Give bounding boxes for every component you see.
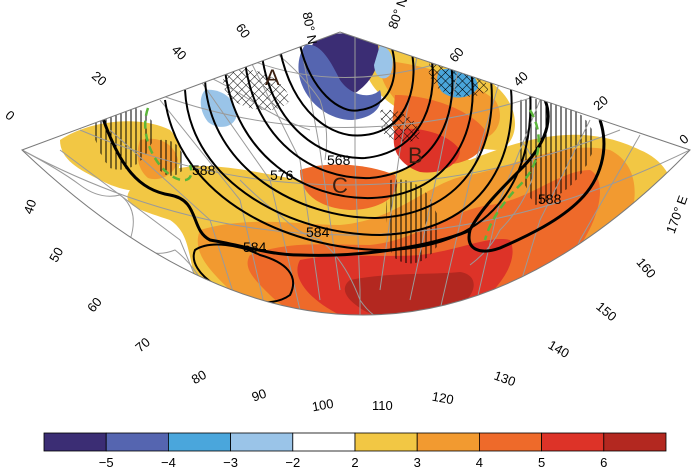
shade-blue-mid [298,44,382,120]
shade-blue-light [374,45,393,79]
contour-label-568: 568 [327,152,351,168]
lon-label-160: 160 [633,255,658,281]
colorbar-swatch [354,432,418,452]
map-frame [21,31,691,316]
significance-hatching [93,61,595,264]
colorbar-tick-label: −3 [223,455,238,470]
lon-label-90: 90 [250,386,269,405]
contour-label-588-west: 588 [192,162,216,178]
colorbar-swatch [603,432,667,452]
lon-label-50: 50 [46,245,66,265]
contour-label-588-east: 588 [538,191,562,207]
colorbar-swatch [416,432,480,452]
contour-label-576: 576 [270,167,294,183]
shade-blue-west [200,89,237,127]
north-label-left: 80° N [300,11,320,46]
lat-label-left-40: 40 [169,42,190,63]
colorbar-swatch [167,432,231,452]
lon-label-150: 150 [593,299,619,324]
colorbar-swatch [230,432,294,452]
contour-label-584-west: 584 [243,239,267,255]
lon-label-70: 70 [132,334,153,355]
contour-labels: 588 576 568 584 584 588 [192,152,562,255]
north-label-right: 80° N [385,0,410,31]
contour-label-584-middle: 584 [306,224,330,240]
region-labels: A B C [265,65,423,198]
colorbar-tick-label: 3 [414,455,421,470]
lat-label-left-0: 0 [2,107,17,123]
lat-label-right-20: 20 [590,92,611,113]
lon-label-110: 110 [372,398,393,413]
lat-label-right-0: 0 [676,131,691,147]
lat-label-right-40: 40 [510,68,531,89]
lon-label-60: 60 [84,294,105,315]
lat-label-left-60: 60 [233,20,254,40]
colorbar-tick-label: 2 [351,455,358,470]
colorbar-swatch [478,432,542,452]
coastlines-and-graticule [22,32,690,315]
colorbar-swatch [541,432,605,452]
colorbar-tick-label: 6 [600,455,607,470]
green-dashed-contours [143,107,540,241]
lon-label-80: 80 [189,367,209,387]
colorbar-swatch [292,432,356,452]
colorbar-swatch [105,432,169,452]
region-label-a: A [265,65,280,90]
region-label-b: B [408,143,423,168]
colorbar: −5 −4 −3 −2 2 3 4 5 6 [43,432,667,470]
lon-label-170e: 170° E [663,193,691,235]
lat-label-right-60: 60 [446,44,467,65]
colorbar-tick-label: −4 [161,455,176,470]
colorbar-tick-label: 5 [538,455,545,470]
colorbar-swatch [43,432,107,452]
colorbar-tick-label: −5 [99,455,114,470]
colorbar-tick-label: 4 [476,455,483,470]
lon-label-40: 40 [20,197,39,216]
lon-label-100: 100 [311,396,335,415]
height-contours [98,41,606,304]
lon-label-140: 140 [546,337,572,361]
lon-label-120: 120 [431,389,455,408]
region-label-c: C [332,173,348,198]
lon-label-130: 130 [492,368,518,390]
lat-label-left-20: 20 [89,68,110,89]
colorbar-tick-label: −2 [285,455,300,470]
longitude-labels: 40 50 60 70 80 90 100 110 120 130 140 15… [20,193,690,414]
